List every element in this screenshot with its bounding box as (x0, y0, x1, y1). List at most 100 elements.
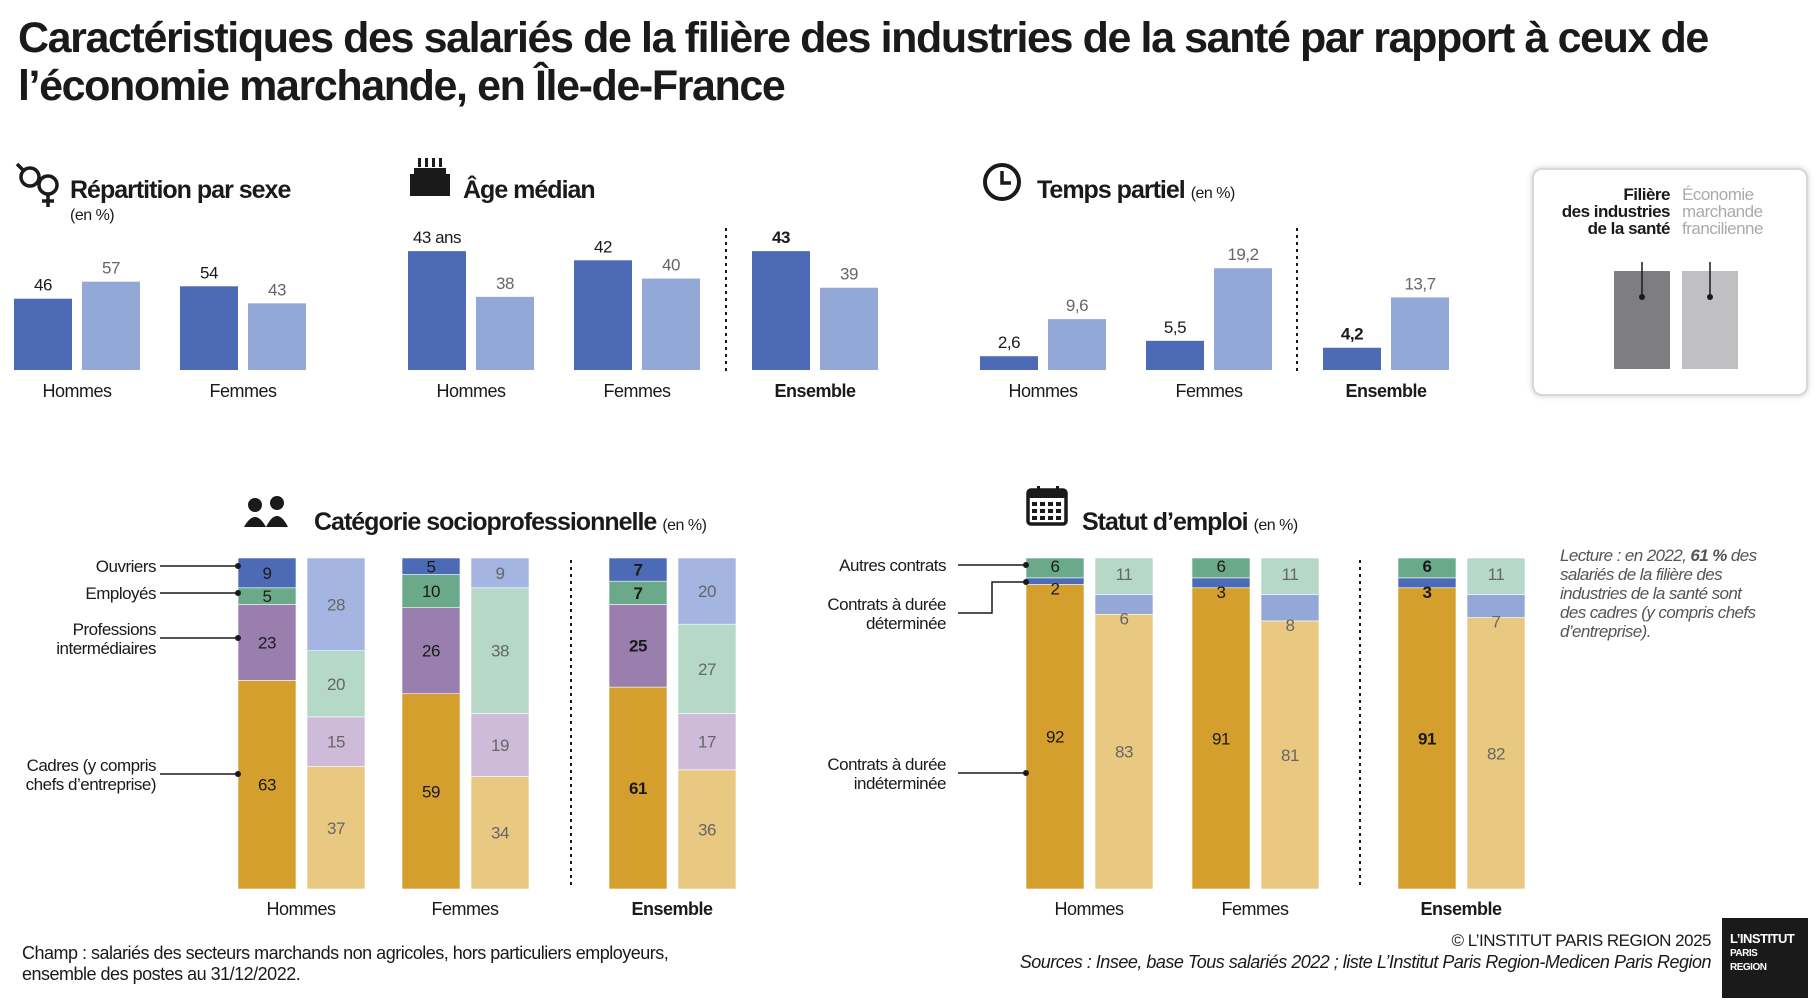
sexe-bar-sante (180, 286, 238, 370)
calendar-icon (1032, 509, 1037, 513)
birthday-cake-icon (414, 168, 446, 176)
statut-segment-label: 92 (1046, 728, 1064, 747)
statut-segment-label: 6 (1217, 557, 1226, 576)
age-bar-sante (752, 251, 810, 370)
statut-segment-label: 11 (1488, 565, 1505, 584)
gender-icon (37, 174, 59, 196)
sexe-value-label: 57 (102, 259, 120, 278)
age-bar-eco (642, 278, 700, 370)
legend-sante-label: des industries (1562, 202, 1670, 221)
clock-icon (1000, 171, 1011, 185)
age-category-label: Ensemble (774, 381, 856, 401)
lecture-note: Lecture : en 2022, 61 % des salariés de … (1560, 546, 1770, 641)
statut-segment (1466, 557, 1526, 595)
birthday-cake-icon (410, 174, 450, 196)
csp-leader-dot (235, 635, 241, 641)
csp-leader-dot (235, 590, 241, 596)
temps-category-label: Ensemble (1345, 381, 1427, 401)
csp-segment-label: 5 (263, 587, 272, 606)
csp-segment (677, 623, 737, 714)
lecture-suffix: des salariés de la filière des industrie… (1560, 546, 1757, 641)
statut-segment-label: 81 (1281, 746, 1299, 765)
csp-segment-label: 20 (698, 582, 716, 601)
csp-segment-label: 36 (698, 820, 716, 839)
csp-segment (401, 693, 461, 890)
age-value-label: 39 (840, 265, 858, 284)
csp-side-label: chefs d’entreprise) (26, 775, 156, 794)
statut-leader-dot (1023, 579, 1029, 585)
calendar-icon (1032, 516, 1037, 520)
copyright: © L’INSTITUT PARIS REGION 2025 (1451, 931, 1711, 950)
statut-side-label: déterminée (866, 614, 946, 633)
statut-segment (1260, 620, 1320, 890)
legend-sante-label: de la santé (1588, 219, 1670, 238)
csp-segment-label: 9 (263, 564, 272, 583)
csp-segment (470, 713, 530, 777)
csp-segment-label: 59 (422, 782, 440, 801)
calendar-icon (1032, 502, 1037, 506)
csp-segment (306, 766, 366, 890)
page-title: Caractéristiques des salariés de la fili… (18, 14, 1709, 110)
statut-segment-label: 91 (1212, 729, 1230, 748)
csp-category-label: Hommes (266, 899, 336, 919)
statut-segment-label: 2 (1051, 579, 1060, 598)
statut-side-label: Contrats à durée (827, 595, 946, 614)
csp-category-label: Ensemble (631, 899, 713, 919)
csp-segment-label: 15 (327, 733, 345, 752)
people-icon (248, 498, 262, 512)
statut-leader-line (958, 581, 1026, 614)
sexe-bar-eco (82, 281, 140, 370)
sexe-value-label: 46 (34, 276, 52, 295)
csp-segment-label: 27 (698, 660, 716, 679)
age-bar-sante (408, 251, 466, 370)
logo-line-1: L’INSTITUT (1730, 931, 1795, 946)
age-bar-eco (820, 287, 878, 370)
gender-icon (15, 162, 25, 172)
calendar-icon (1040, 509, 1045, 513)
csp-segment (306, 716, 366, 767)
legend-eco-label: francilienne (1682, 219, 1763, 238)
csp-segment (470, 587, 530, 714)
csp-segment-label: 28 (327, 595, 345, 614)
age-title: Âge médian (463, 174, 595, 204)
csp-segment-label: 23 (258, 633, 276, 652)
sexe-subtitle: (en %) (70, 207, 114, 224)
legend-eco-label: marchande (1682, 202, 1763, 221)
csp-segment (677, 713, 737, 771)
sexe-value-label: 54 (200, 263, 218, 282)
csp-segment-label: 20 (327, 675, 345, 694)
temps-value-label: 2,6 (998, 333, 1020, 352)
csp-segment (306, 650, 366, 718)
statut-title: Statut d’emploi (1082, 508, 1248, 536)
statut-segment-label: 6 (1120, 609, 1129, 628)
sexe-value-label: 43 (268, 280, 286, 299)
sources-note: Sources : Insee, base Tous salariés 2022… (1019, 952, 1712, 972)
temps-bar-eco (1048, 319, 1106, 370)
csp-segment (608, 686, 668, 890)
statut-segment (1260, 557, 1320, 595)
csp-segment (608, 557, 668, 582)
csp-segment (677, 557, 737, 625)
temps-value-label: 5,5 (1164, 318, 1186, 337)
statut-segment-label: 91 (1418, 729, 1436, 748)
statut-segment-label: 83 (1115, 743, 1133, 762)
birthday-cake-icon (418, 158, 421, 167)
age-bar-eco (476, 296, 534, 370)
legend-eco-dot (1707, 294, 1713, 300)
temps-value-label: 19,2 (1227, 245, 1258, 264)
csp-leader-dot (235, 563, 241, 569)
legend-eco-label: Économie (1682, 185, 1754, 204)
statut-segment-label: 7 (1492, 613, 1501, 632)
sexe-category-label: Hommes (42, 381, 112, 401)
legend-sante-label: Filière (1623, 185, 1670, 204)
sexe-category-label: Femmes (209, 381, 277, 401)
temps-subtitle: (en %) (1191, 185, 1235, 202)
logo-line-3: REGION (1730, 962, 1767, 973)
csp-side-label: intermédiaires (56, 639, 156, 658)
calendar-icon (1048, 516, 1053, 520)
statut-segment-label: 3 (1217, 583, 1226, 602)
csp-segment (608, 604, 668, 688)
csp-segment-label: 10 (422, 582, 440, 601)
age-category-label: Hommes (436, 381, 506, 401)
age-category-label: Femmes (603, 381, 671, 401)
